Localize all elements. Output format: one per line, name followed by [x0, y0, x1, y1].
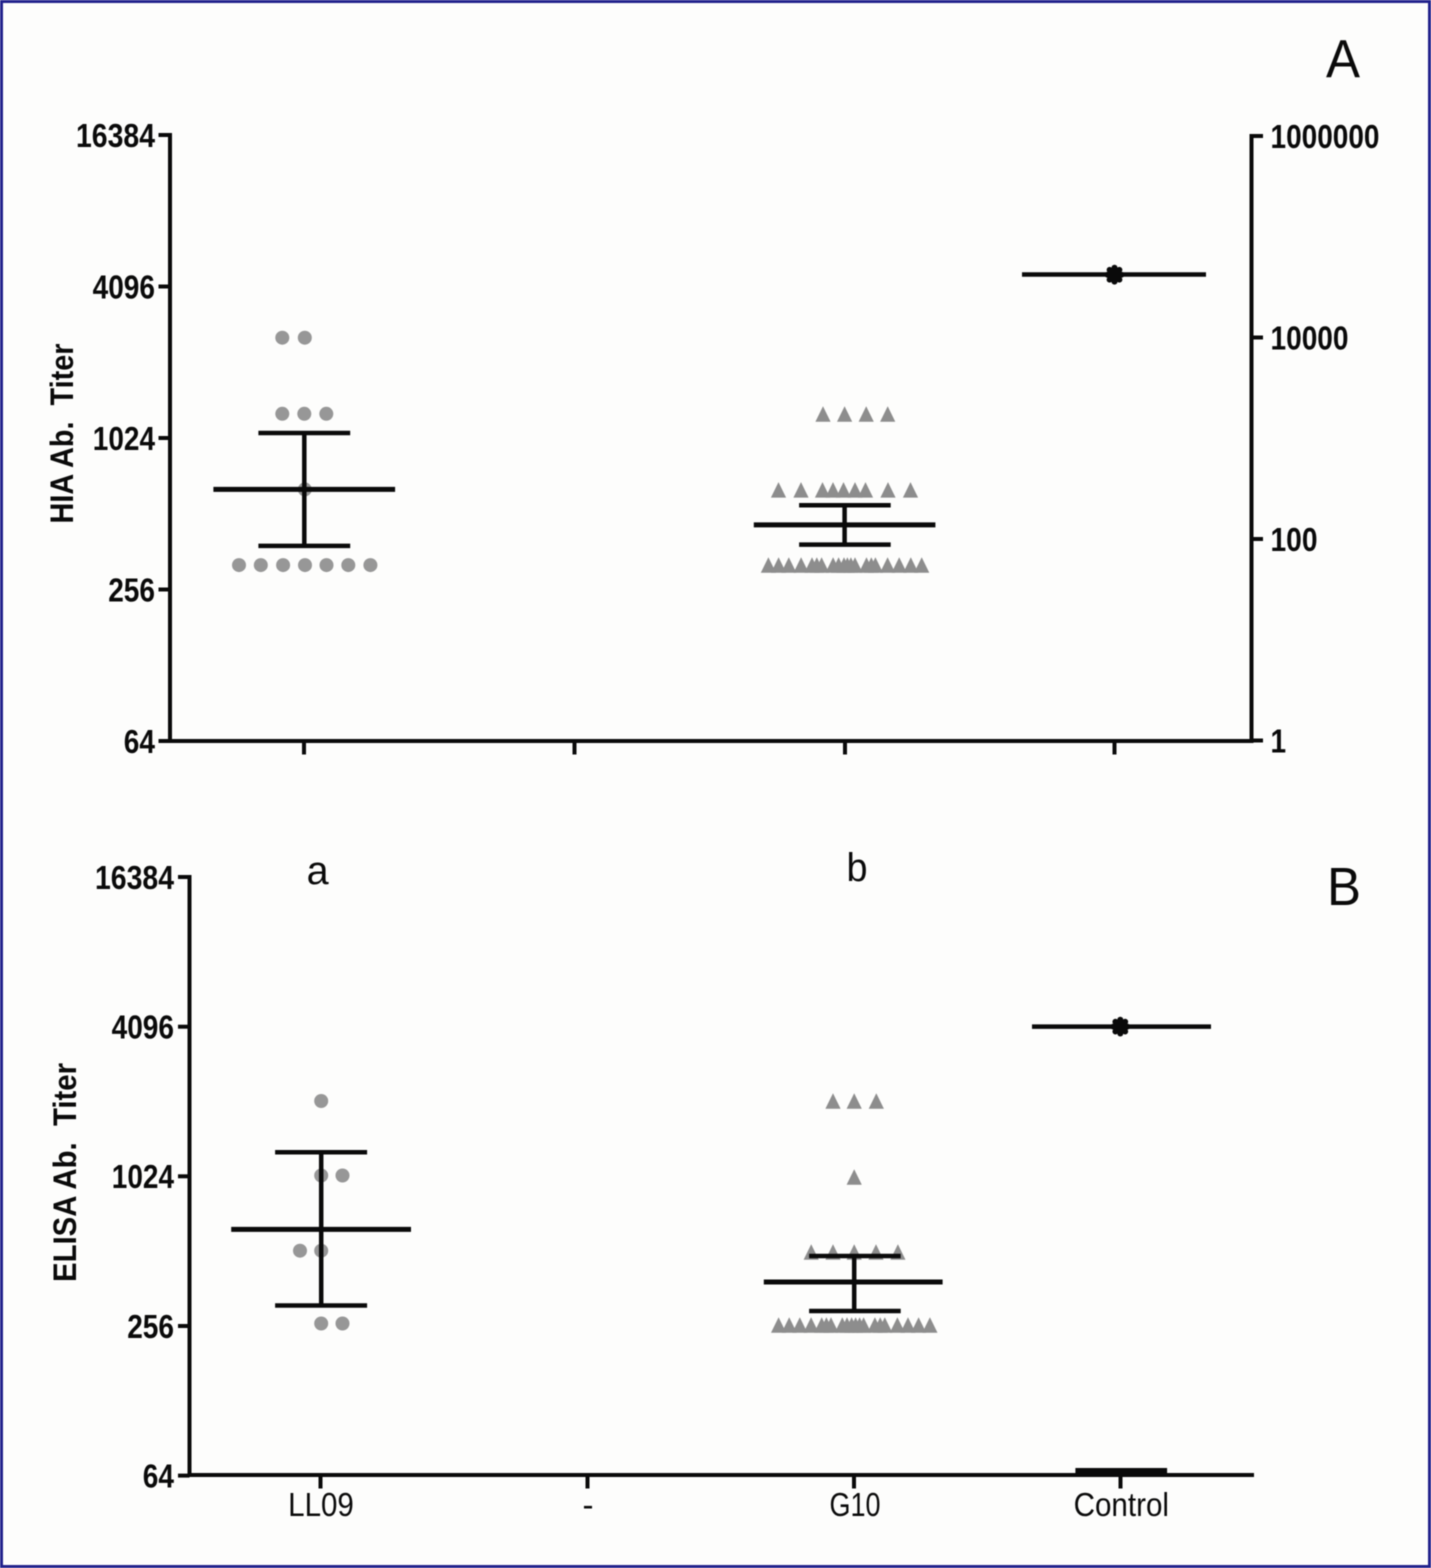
svg-text:-: -	[583, 1486, 594, 1523]
svg-text:a: a	[307, 849, 330, 893]
svg-text:HIA Ab. Titer: HIA Ab. Titer	[44, 344, 80, 524]
svg-text:1024: 1024	[112, 1158, 175, 1195]
svg-text:256: 256	[108, 571, 155, 608]
svg-text:100: 100	[1271, 521, 1318, 558]
svg-text:B: B	[1327, 857, 1361, 917]
svg-text:64: 64	[124, 723, 156, 760]
svg-text:A: A	[1326, 30, 1360, 90]
svg-text:b: b	[847, 846, 868, 890]
svg-text:1024: 1024	[93, 420, 156, 457]
svg-text:16384: 16384	[95, 859, 175, 896]
svg-text:LL09: LL09	[288, 1486, 354, 1523]
svg-text:16384: 16384	[76, 117, 156, 154]
svg-text:10000: 10000	[1271, 319, 1349, 356]
svg-text:1: 1	[1271, 722, 1287, 759]
svg-text:256: 256	[127, 1308, 174, 1345]
svg-text:Control: Control	[1074, 1486, 1169, 1523]
svg-text:64: 64	[143, 1457, 175, 1494]
svg-text:4096: 4096	[93, 268, 155, 305]
svg-text:1000000: 1000000	[1271, 118, 1380, 155]
svg-text:ELISA Ab. Titer: ELISA Ab. Titer	[47, 1063, 83, 1282]
svg-text:G10: G10	[830, 1486, 881, 1523]
svg-text:4096: 4096	[112, 1008, 174, 1045]
